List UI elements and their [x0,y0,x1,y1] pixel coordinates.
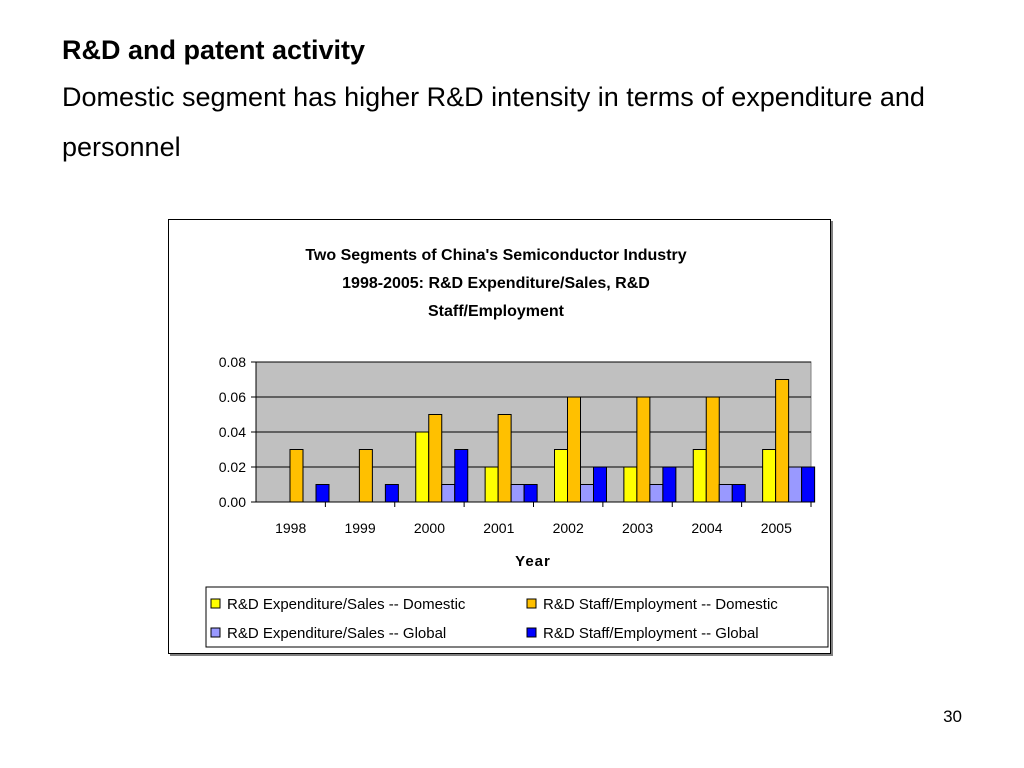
bar [384,484,399,503]
legend-label: R&D Staff/Employment -- Domestic [543,596,778,613]
chart-title-line: Two Segments of China's Semiconductor In… [305,247,686,264]
legend-swatch [210,598,221,609]
bar [692,449,707,503]
bar [649,484,664,503]
bar [775,379,790,503]
slide-title: R&D and patent activity [62,35,366,65]
legend-label: R&D Expenditure/Sales -- Domestic [227,596,466,613]
chart-frame: Two Segments of China's Semiconductor In… [168,219,831,654]
bar [441,484,456,503]
chart-title-line: Staff/Employment [428,303,565,320]
x-axis-label: Year [515,553,551,570]
bar [705,396,720,503]
bar [497,414,512,503]
x-tick-label: 1999 [344,520,375,536]
bar [315,484,330,503]
x-tick-label: 2004 [691,520,722,536]
bar [718,484,733,503]
y-tick-label: 0.02 [219,459,246,475]
bar [662,466,677,503]
bar [731,484,746,503]
bar [554,449,568,503]
legend-label: R&D Expenditure/Sales -- Global [227,625,446,642]
bar [567,396,581,503]
legend-swatch [526,627,537,638]
x-tick-label: 2000 [414,520,445,536]
bar [510,484,525,503]
legend-box [205,586,829,648]
bar [636,396,651,503]
x-tick-label: 2005 [761,520,792,536]
slide-number: 30 [943,707,962,726]
y-tick-label: 0.08 [219,354,246,370]
bar [484,466,499,503]
x-tick-label: 2003 [622,520,653,536]
bar [788,466,803,503]
bar [762,449,777,503]
chart-canvas: Two Segments of China's Semiconductor In… [205,247,829,648]
legend-swatch [526,598,537,609]
bar [415,431,430,503]
bar [623,466,638,503]
bar [593,466,607,503]
x-tick-label: 2002 [553,520,584,536]
bar [523,484,538,503]
bar [289,449,304,503]
bar [454,449,469,503]
bar [428,414,443,503]
bar [358,449,373,503]
slide-subtitle: Domestic segment has higher R&D intensit… [62,82,925,162]
legend-swatch [210,627,221,638]
chart-title-line: 1998-2005: R&D Expenditure/Sales, R&D [342,275,650,292]
bar [580,484,594,503]
y-tick-label: 0.00 [219,494,246,510]
bar [801,466,816,503]
y-tick-label: 0.04 [219,424,246,440]
y-tick-label: 0.06 [219,389,246,405]
legend-label: R&D Staff/Employment -- Global [543,625,759,642]
x-tick-label: 1998 [275,520,306,536]
x-tick-label: 2001 [483,520,514,536]
